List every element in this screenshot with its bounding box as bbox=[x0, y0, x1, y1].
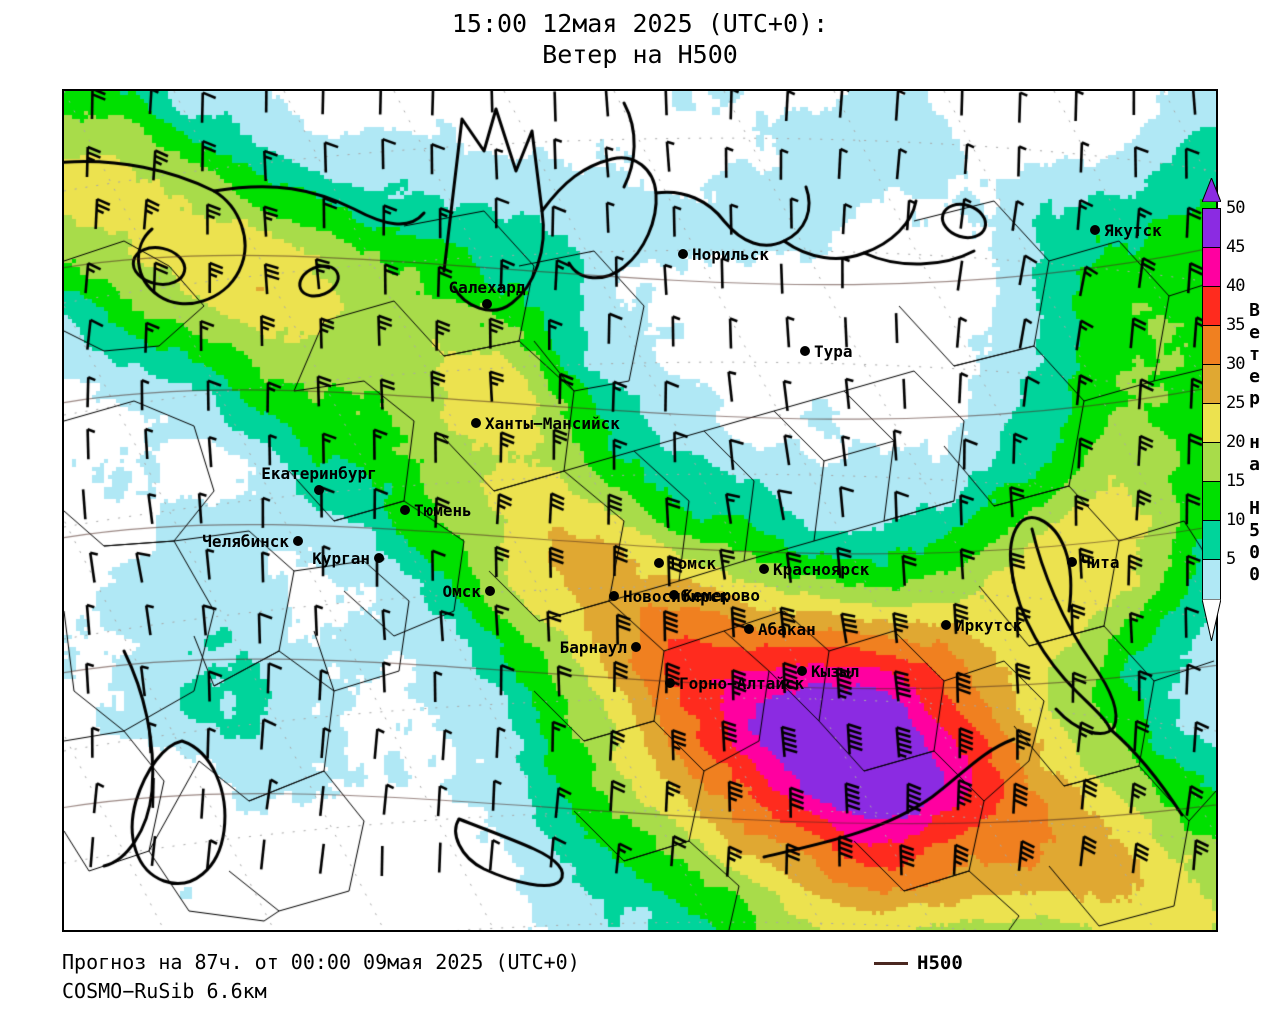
h500-legend-label: H500 bbox=[917, 952, 963, 974]
colorbar-swatch bbox=[1203, 248, 1220, 287]
city-dot-icon bbox=[609, 591, 619, 601]
colorbar-title: Ветер на H500 bbox=[1244, 300, 1265, 586]
map-city-marker[interactable]: Новосибирск bbox=[609, 587, 729, 606]
colorbar-swatch bbox=[1203, 560, 1220, 599]
city-label: Якутск bbox=[1104, 221, 1162, 240]
city-dot-icon bbox=[1090, 225, 1100, 235]
city-dot-icon bbox=[759, 564, 769, 574]
city-dot-icon bbox=[941, 620, 951, 630]
colorbar-swatch bbox=[1203, 521, 1220, 560]
city-dot-icon bbox=[1067, 557, 1077, 567]
city-label: Красноярск bbox=[773, 560, 870, 579]
city-label: Норильск bbox=[692, 245, 769, 264]
colorbar-tick-label: 15 bbox=[1226, 471, 1246, 491]
map-city-marker[interactable]: Кемерово bbox=[669, 586, 760, 605]
map-city-marker[interactable]: Красноярск bbox=[759, 560, 870, 579]
footer-forecast-text: Прогноз на 87ч. от 00:00 09мая 2025 (UTC… bbox=[62, 950, 580, 974]
colorbar-legend: 50 45 40 35 30 25 20 15 10 5 Ветер на H500 bbox=[1200, 178, 1280, 650]
city-dot-icon bbox=[678, 249, 688, 259]
footer-model-text: COSMO−RuSib 6.6км bbox=[62, 979, 267, 1003]
city-dot-icon bbox=[485, 586, 495, 596]
city-label: Иркутск bbox=[955, 616, 1023, 635]
city-label: Ханты−Мансийск bbox=[485, 414, 620, 433]
city-label: Челябинск bbox=[202, 532, 289, 551]
page-title: 15:00 12мая 2025 (UTC+0): Ветер на H500 bbox=[0, 8, 1280, 71]
colorbar-tick-label: 50 bbox=[1226, 198, 1246, 218]
map-city-marker[interactable]: Тюмень bbox=[400, 501, 472, 520]
colorbar-swatch bbox=[1203, 326, 1220, 365]
city-label: Барнаул bbox=[560, 638, 627, 657]
map-city-marker[interactable]: Иркутск bbox=[941, 616, 1023, 635]
colorbar-under-arrow bbox=[1202, 599, 1221, 641]
map-city-marker[interactable]: Ханты−Мансийск bbox=[471, 414, 620, 433]
map-city-marker[interactable]: Томск bbox=[654, 554, 717, 573]
colorbar-tick-label: 40 bbox=[1226, 276, 1246, 296]
colorbar-tick-label: 30 bbox=[1226, 354, 1246, 374]
map-label-overlay: Норильск Салехард Тура Якутск Ханты−Мансийск… bbox=[202, 221, 1162, 693]
city-label: Курган bbox=[312, 549, 370, 568]
map-city-marker[interactable]: Кызыл bbox=[797, 662, 859, 681]
city-label: Тура bbox=[814, 342, 853, 361]
city-label: Кызыл bbox=[811, 662, 859, 681]
city-label: Абакан bbox=[758, 620, 816, 639]
map-canvas bbox=[64, 91, 1216, 930]
city-label: Томск bbox=[668, 554, 717, 573]
city-dot-icon bbox=[669, 590, 679, 600]
city-label: Екатеринбург bbox=[261, 464, 377, 483]
map-city-marker[interactable]: Екатеринбург bbox=[261, 464, 377, 495]
map-city-marker[interactable]: Абакан bbox=[744, 620, 816, 639]
colorbar-swatch bbox=[1203, 482, 1220, 521]
weather-map[interactable]: Норильск Салехард Тура Якутск Ханты−Мансийск… bbox=[62, 89, 1218, 932]
map-city-marker[interactable]: Якутск bbox=[1090, 221, 1162, 240]
colorbar-tick-label: 20 bbox=[1226, 432, 1246, 452]
city-label: Тюмень bbox=[414, 501, 472, 520]
colorbar-tick-label: 25 bbox=[1226, 393, 1246, 413]
map-city-marker[interactable]: Чита bbox=[1067, 553, 1120, 572]
colorbar-swatch bbox=[1203, 209, 1220, 248]
colorbar-tick-label: 45 bbox=[1226, 237, 1246, 257]
city-dot-icon bbox=[797, 666, 807, 676]
city-dot-icon bbox=[471, 418, 481, 428]
city-dot-icon bbox=[665, 678, 675, 688]
city-dot-icon bbox=[400, 505, 410, 515]
city-label: Салехард bbox=[448, 278, 525, 297]
h500-contour-line-icon bbox=[874, 961, 908, 965]
city-label: Кемерово bbox=[683, 586, 760, 605]
city-dot-icon bbox=[800, 346, 810, 356]
city-label: Омск bbox=[442, 582, 481, 601]
map-city-marker[interactable]: Норильск bbox=[678, 245, 769, 264]
colorbar-over-arrow bbox=[1202, 178, 1221, 202]
footer: Прогноз на 87ч. от 00:00 09мая 2025 (UTC… bbox=[62, 948, 1222, 1018]
map-city-marker[interactable]: Салехард bbox=[448, 278, 526, 309]
city-dot-icon bbox=[631, 642, 641, 652]
map-city-marker[interactable]: Челябинск bbox=[202, 532, 303, 551]
title-line-valid-time: 15:00 12мая 2025 (UTC+0): bbox=[451, 9, 829, 38]
map-city-marker[interactable]: Курган bbox=[312, 549, 384, 568]
title-line-field: Ветер на H500 bbox=[542, 40, 738, 70]
city-dot-icon bbox=[374, 553, 384, 563]
city-label: Горно−Алтайск bbox=[679, 674, 805, 693]
colorbar-swatches bbox=[1202, 208, 1221, 600]
map-city-marker[interactable]: Тура bbox=[800, 342, 853, 361]
colorbar-tick-label: 10 bbox=[1226, 510, 1246, 530]
city-dot-icon bbox=[293, 536, 303, 546]
colorbar-tick-label: 35 bbox=[1226, 315, 1246, 335]
map-city-marker[interactable]: Барнаул bbox=[560, 638, 641, 657]
colorbar-swatch bbox=[1203, 287, 1220, 326]
colorbar-swatch bbox=[1203, 365, 1220, 404]
city-label: Новосибирск bbox=[623, 587, 729, 606]
city-dot-icon bbox=[314, 485, 324, 495]
city-label: Чита bbox=[1081, 553, 1120, 572]
map-city-marker[interactable]: Омск bbox=[442, 582, 495, 601]
colorbar-tick-label: 5 bbox=[1226, 549, 1236, 569]
footer-legend: H500 bbox=[874, 952, 963, 974]
city-dot-icon bbox=[654, 558, 664, 568]
city-dot-icon bbox=[482, 299, 492, 309]
city-dot-icon bbox=[744, 624, 754, 634]
colorbar-swatch bbox=[1203, 404, 1220, 443]
map-city-marker[interactable]: Горно−Алтайск bbox=[665, 674, 805, 693]
colorbar-swatch bbox=[1203, 443, 1220, 482]
